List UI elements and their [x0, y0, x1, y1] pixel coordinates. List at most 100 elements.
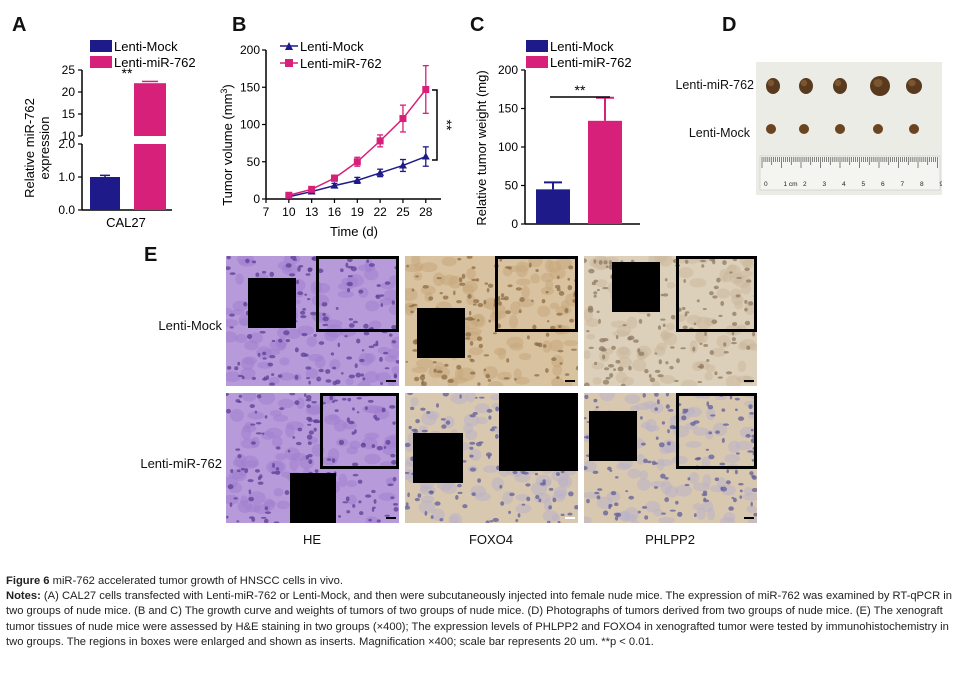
- tissue-cell: [657, 256, 673, 267]
- tissue-cell: [431, 508, 445, 521]
- tissue-cell: [744, 301, 755, 315]
- tissue-nucleus: [379, 356, 383, 362]
- tissue-cell: [542, 340, 552, 353]
- tissue-nucleus: [488, 319, 492, 323]
- tissue-nucleus: [515, 519, 519, 523]
- tissue-nucleus: [420, 407, 426, 411]
- tissue-nucleus: [248, 496, 255, 502]
- tissue-cell: [231, 309, 245, 316]
- tissue-cell: [591, 361, 605, 370]
- tissue-cell: [627, 468, 641, 479]
- tissue-nucleus: [325, 379, 332, 383]
- tissue-nucleus: [329, 395, 334, 401]
- tissue-nucleus: [264, 511, 272, 514]
- tissue-cell: [347, 494, 357, 505]
- tumor-mock: [799, 124, 809, 134]
- tissue-nucleus: [664, 497, 670, 503]
- tissue-nucleus: [746, 345, 751, 350]
- tissue-nucleus: [422, 285, 429, 289]
- tissue-nucleus: [496, 465, 500, 471]
- x-tick-label-b: 10: [282, 205, 296, 219]
- tissue-nucleus: [457, 491, 463, 495]
- tissue-nucleus: [316, 376, 322, 382]
- y-axis-label-a-2: expression: [37, 117, 52, 180]
- tissue-cell: [586, 333, 596, 340]
- tissue-nucleus: [730, 341, 738, 345]
- tissue-nucleus: [477, 318, 480, 322]
- tissue-cell: [247, 411, 264, 420]
- tissue-nucleus: [567, 277, 571, 281]
- tissue-cell: [658, 459, 673, 467]
- panel-letter-d: D: [722, 14, 737, 36]
- tissue-nucleus: [297, 266, 301, 272]
- tissue-nucleus: [615, 476, 619, 479]
- tissue-nucleus: [394, 374, 397, 379]
- tissue-nucleus: [716, 277, 721, 283]
- tissue-cell: [686, 315, 702, 325]
- tissue-nucleus: [608, 505, 612, 510]
- tissue-nucleus: [660, 293, 664, 297]
- tissue-nucleus: [588, 268, 595, 274]
- tissue-nucleus: [304, 293, 308, 296]
- legend-swatch-mock-c: [526, 40, 548, 52]
- ruler-number: 8: [920, 181, 924, 188]
- tissue-nucleus: [609, 372, 614, 378]
- tissue-nucleus: [682, 408, 687, 412]
- tissue-cell: [689, 471, 700, 485]
- tissue-nucleus: [614, 502, 619, 507]
- tissue-nucleus: [415, 275, 419, 278]
- tissue-nucleus: [457, 257, 462, 261]
- tissue-nucleus: [707, 404, 714, 410]
- tissue-cell: [616, 324, 632, 337]
- tissue-nucleus: [615, 335, 619, 340]
- tissue-nucleus: [477, 303, 484, 308]
- tissue-nucleus: [680, 347, 687, 350]
- tissue-nucleus: [440, 418, 446, 421]
- tissue-cell: [240, 438, 259, 449]
- tissue-nucleus: [385, 439, 391, 445]
- tissue-nucleus: [592, 470, 599, 474]
- tissue-nucleus: [306, 395, 312, 400]
- tissue-nucleus: [226, 515, 229, 519]
- data-point-mir-b: [330, 174, 338, 182]
- tissue-nucleus: [499, 258, 502, 262]
- tissue-nucleus: [751, 475, 756, 479]
- bar-mir-upper-a: [134, 83, 166, 136]
- tissue-nucleus: [383, 446, 387, 449]
- tissue-nucleus: [596, 288, 600, 292]
- tissue-nucleus: [373, 499, 377, 504]
- tissue-cell: [497, 347, 506, 360]
- tissue-nucleus: [584, 394, 589, 400]
- tissue-nucleus: [424, 511, 428, 516]
- tissue-nucleus: [637, 348, 641, 353]
- tissue-nucleus: [731, 321, 738, 326]
- data-point-mir-b: [376, 137, 384, 145]
- bar-mir-c: [588, 120, 622, 224]
- tissue-cell: [693, 482, 711, 492]
- tissue-nucleus: [507, 284, 513, 288]
- micrograph-he-mir: [226, 393, 399, 523]
- tissue-nucleus: [444, 363, 449, 367]
- x-axis-label-a: CAL27: [106, 215, 146, 230]
- tissue-nucleus: [289, 393, 296, 396]
- tissue-cell: [685, 441, 702, 448]
- tissue-nucleus: [292, 258, 298, 261]
- tissue-nucleus: [235, 448, 241, 451]
- tissue-cell: [551, 377, 564, 386]
- tissue-nucleus: [723, 350, 729, 354]
- tissue-nucleus: [432, 360, 437, 364]
- tumor-mir: [799, 78, 813, 94]
- tissue-cell: [617, 356, 632, 368]
- tissue-nucleus: [669, 365, 674, 370]
- tissue-nucleus: [240, 467, 245, 471]
- tissue-nucleus: [662, 293, 669, 297]
- tumor-mock: [909, 124, 919, 134]
- tissue-cell: [706, 507, 716, 521]
- tissue-nucleus: [648, 374, 652, 379]
- tissue-nucleus: [472, 303, 477, 306]
- tissue-nucleus: [554, 284, 561, 289]
- tissue-cell: [296, 397, 305, 409]
- tissue-nucleus: [308, 430, 315, 435]
- tissue-nucleus: [633, 339, 639, 343]
- data-point-mock-b: [330, 181, 339, 189]
